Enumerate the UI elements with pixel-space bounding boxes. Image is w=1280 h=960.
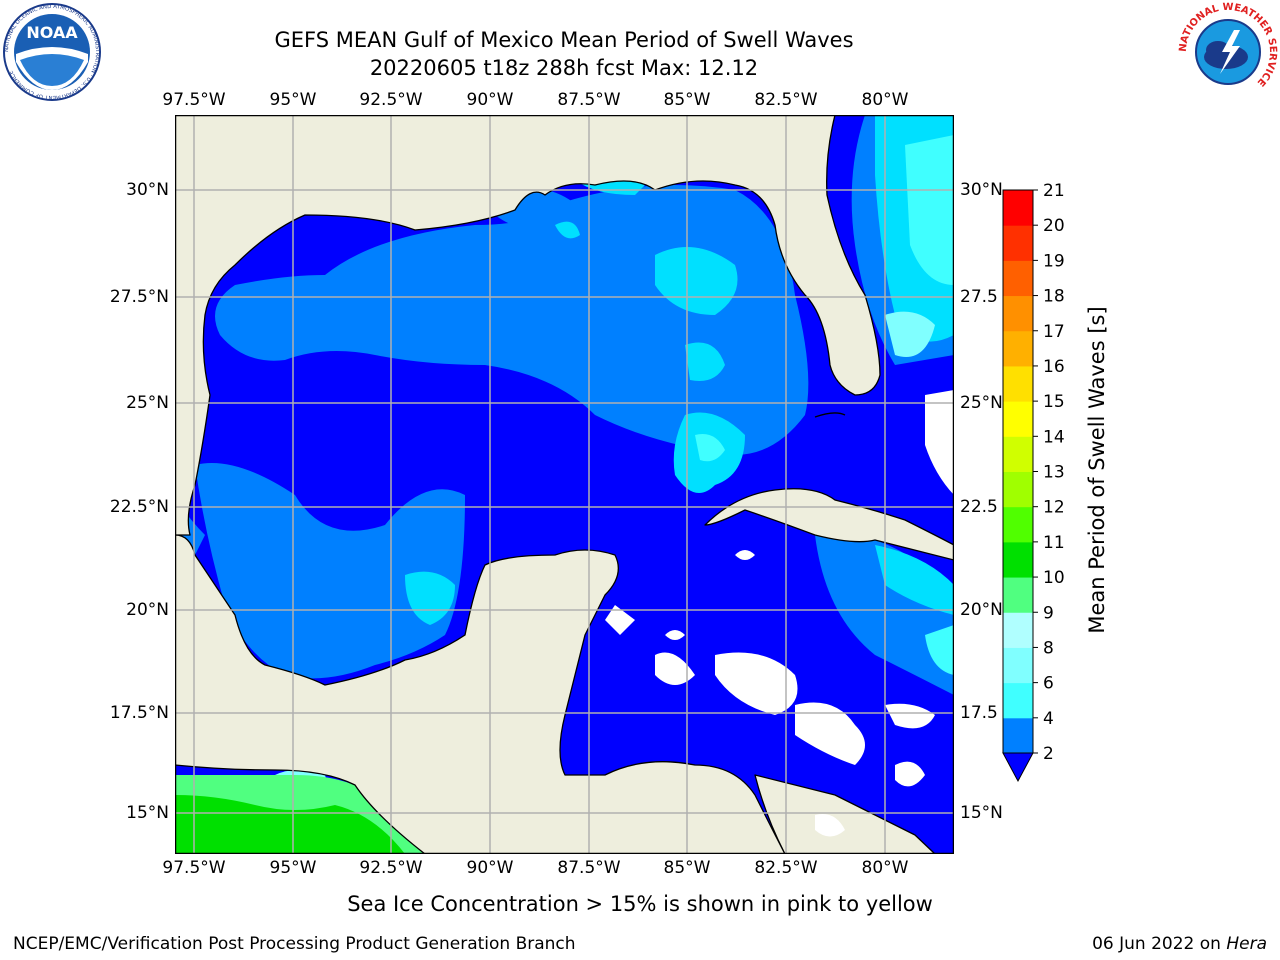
colorbar-tick-label: 11 [1043, 533, 1065, 553]
colorbar-band [1003, 190, 1033, 226]
colorbar-tick-label: 18 [1043, 287, 1065, 307]
colorbar-tick-label: 21 [1043, 181, 1065, 201]
footer-host: Hera [1226, 934, 1267, 954]
colorbar-band [1003, 330, 1033, 367]
noaa-logo: NOAA NATIONAL OCEANIC AND ATMOSPHERIC AD… [3, 3, 101, 101]
colorbar-tick-label: 8 [1043, 638, 1054, 658]
colorbar-tick-label: 4 [1043, 709, 1054, 729]
colorbar-band [1003, 506, 1033, 543]
sea-ice-note: Sea Ice Concentration > 15% is shown in … [347, 892, 933, 916]
lat-tick-right: 27.5 [960, 287, 998, 307]
colorbar-band [1003, 682, 1033, 719]
lat-tick-right: 15°N [960, 803, 1003, 823]
colorbar-band [1003, 436, 1033, 472]
lon-tick-top: 80°W [861, 90, 909, 110]
land-united-states [175, 115, 954, 536]
colorbar-tick-label: 6 [1043, 674, 1054, 694]
lat-tick-left: 22.5°N [109, 497, 169, 517]
lon-tick-top: 87.5°W [557, 90, 621, 110]
lat-tick-left: 15°N [126, 803, 169, 823]
lon-tick-bottom: 85°W [663, 858, 711, 878]
lat-tick-left: 27.5°N [109, 287, 169, 307]
colorbar-tick-label: 19 [1043, 251, 1065, 271]
lon-tick-top: 95°W [269, 90, 317, 110]
colorbar-tick-label: 17 [1043, 322, 1065, 342]
colorbar-band [1003, 401, 1033, 437]
colorbar-band [1003, 365, 1033, 402]
colorbar-under-extension [1002, 752, 1034, 783]
missing-data-areas [605, 390, 954, 837]
colorbar-band [1003, 471, 1033, 508]
chart-title: GEFS MEAN Gulf of Mexico Mean Period of … [274, 28, 854, 52]
colorbar-tick-label: 10 [1043, 568, 1065, 588]
nws-logo: NATIONAL WEATHER SERVICE [1178, 2, 1278, 100]
colorbar-band [1003, 541, 1033, 578]
lat-tick-left: 17.5°N [109, 703, 169, 723]
colorbar: 2 4 6 8 9 10 11 12 13 14 15 16 17 18 19 20 21 [1002, 181, 1065, 783]
colorbar-band [1003, 260, 1033, 297]
lat-tick-left: 25°N [126, 393, 169, 413]
colorbar-band [1003, 295, 1033, 332]
colorbar-band [1003, 612, 1033, 648]
gulf-map [175, 115, 954, 854]
lat-tick-right: 25°N [960, 393, 1003, 413]
lon-tick-bottom: 95°W [269, 858, 317, 878]
lon-tick-top: 82.5°W [754, 90, 818, 110]
land-mexico [175, 534, 786, 854]
colorbar-band [1003, 717, 1033, 754]
colorbar-tick-label: 15 [1043, 392, 1065, 412]
colorbar-tick-labels: 2 4 6 8 9 10 11 12 13 14 15 16 17 18 19 20 21 [1033, 181, 1065, 764]
lon-tick-bottom: 97.5°W [162, 858, 226, 878]
lon-tick-top: 92.5°W [359, 90, 423, 110]
footer-credit: NCEP/EMC/Verification Post Processing Pr… [13, 934, 576, 954]
lon-tick-top: 97.5°W [162, 90, 226, 110]
colorbar-band [1003, 647, 1033, 684]
colorbar-band [1003, 577, 1033, 613]
swell-fill-6-8 [695, 135, 954, 675]
chart-subtitle: 20220605 t18z 288h fcst Max: 12.12 [369, 56, 759, 80]
colorbar-tick-label: 13 [1043, 463, 1065, 483]
colorbar-tick-label: 14 [1043, 427, 1065, 447]
gridlines [175, 115, 954, 854]
lon-tick-bottom: 92.5°W [359, 858, 423, 878]
colorbar-label: Mean Period of Swell Waves [s] [1085, 306, 1109, 634]
lat-tick-right: 30°N [960, 180, 1003, 200]
lon-tick-top: 90°W [466, 90, 514, 110]
colorbar-tick-label: 12 [1043, 498, 1065, 518]
colorbar-bands [1002, 189, 1034, 783]
lon-tick-bottom: 90°W [466, 858, 514, 878]
lat-tick-right: 22.5 [960, 497, 998, 517]
lat-tick-right: 20°N [960, 600, 1003, 620]
footer-date: 06 Jun 2022 on Hera [1092, 934, 1267, 954]
colorbar-tick-label: 2 [1043, 744, 1054, 764]
colorbar-tick-label: 16 [1043, 357, 1065, 377]
map-frame [175, 115, 954, 854]
lon-tick-bottom: 80°W [861, 858, 909, 878]
land-central-america [754, 774, 936, 854]
land-florida-keys [814, 412, 846, 418]
colorbar-tick-label: 20 [1043, 216, 1065, 236]
colorbar-band [1003, 225, 1033, 261]
noaa-wordmark: NOAA [26, 23, 78, 42]
lon-tick-top: 85°W [663, 90, 711, 110]
lat-tick-right: 17.5 [960, 703, 998, 723]
footer-date-text: 06 Jun 2022 on [1092, 934, 1221, 954]
lon-tick-bottom: 82.5°W [754, 858, 818, 878]
lat-tick-left: 20°N [126, 600, 169, 620]
lat-tick-left: 30°N [126, 180, 169, 200]
colorbar-tick-label: 9 [1043, 603, 1054, 623]
lon-tick-bottom: 87.5°W [557, 858, 621, 878]
